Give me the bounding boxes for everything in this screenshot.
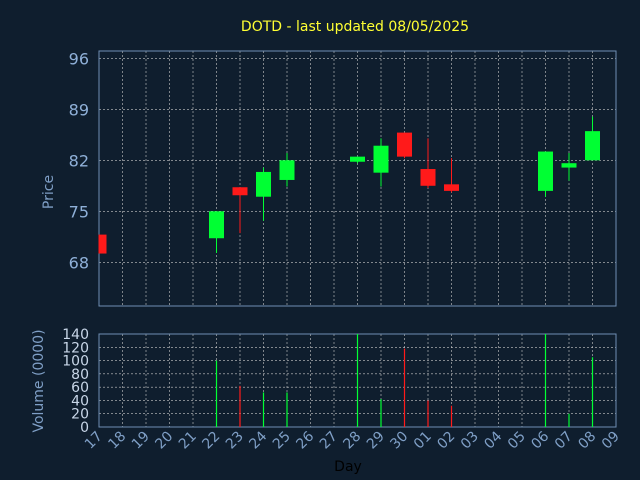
x-tick-label: 28	[340, 429, 364, 453]
x-tick-label: 02	[434, 429, 458, 453]
candle-body	[444, 184, 459, 191]
price-frame	[98, 50, 617, 307]
volume-tick-label: 20	[71, 407, 89, 423]
price-tick-label: 68	[69, 253, 89, 272]
x-axis-label: Day	[334, 459, 362, 475]
x-tick-label: 25	[270, 429, 294, 453]
candle-body	[420, 169, 436, 186]
x-tick-label: 23	[223, 429, 247, 453]
chart-title: DOTD - last updated 08/05/2025	[241, 19, 469, 35]
x-tick-label: 22	[199, 429, 223, 453]
price-tick-label: 89	[69, 100, 89, 119]
candle-body	[99, 234, 107, 254]
x-tick-label: 30	[387, 429, 411, 453]
candle-body	[585, 131, 600, 161]
x-tick-label: 09	[599, 429, 623, 453]
candle-body	[373, 145, 389, 173]
x-tick-label: 06	[528, 428, 552, 452]
candle-body	[397, 132, 412, 157]
candle-body	[209, 211, 224, 239]
candle-body	[256, 171, 271, 197]
x-tick-label: 07	[552, 429, 576, 453]
x-tick-label: 26	[293, 428, 317, 452]
x-tick-label: 05	[505, 429, 529, 453]
x-tick-label: 08	[575, 429, 599, 453]
x-tick-label: 27	[317, 429, 341, 453]
x-tick-label: 03	[458, 429, 482, 453]
x-tick-label: 20	[152, 429, 176, 453]
x-tick-label: 29	[364, 429, 388, 453]
x-tick-label: 19	[129, 429, 153, 453]
candle-body	[279, 160, 295, 180]
price-panel: 68 75 82 89 96	[69, 49, 617, 307]
volume-axis-label: Volume (0000)	[31, 329, 47, 432]
x-axis: 17 18 19 20 21 22 23 24 25 26 27 28 29 30 01 02 03 04 05 06…	[82, 428, 623, 452]
volume-tick-label: 100	[62, 354, 89, 370]
x-tick-label: 18	[105, 429, 129, 453]
x-tick-label: 01	[411, 429, 435, 453]
x-tick-label: 24	[246, 428, 270, 452]
volume-tick-label: 60	[71, 380, 89, 396]
volume-tick-label: 120	[62, 340, 89, 356]
x-tick-label: 04	[481, 428, 505, 452]
x-tick-label: 21	[176, 429, 200, 453]
price-tick-label: 82	[69, 151, 89, 170]
volume-tick-label: 0	[80, 420, 89, 436]
price-tick-label: 75	[69, 202, 89, 221]
candle-body	[561, 163, 577, 168]
price-axis-label: Price	[41, 175, 57, 209]
price-tick-label: 96	[69, 49, 89, 68]
candle-body	[350, 156, 365, 162]
volume-tick-label: 140	[62, 327, 89, 343]
candle-body	[538, 151, 553, 191]
volume-tick-label: 40	[71, 393, 89, 409]
volume-tick-label: 80	[71, 367, 89, 383]
candle-body	[232, 187, 248, 196]
